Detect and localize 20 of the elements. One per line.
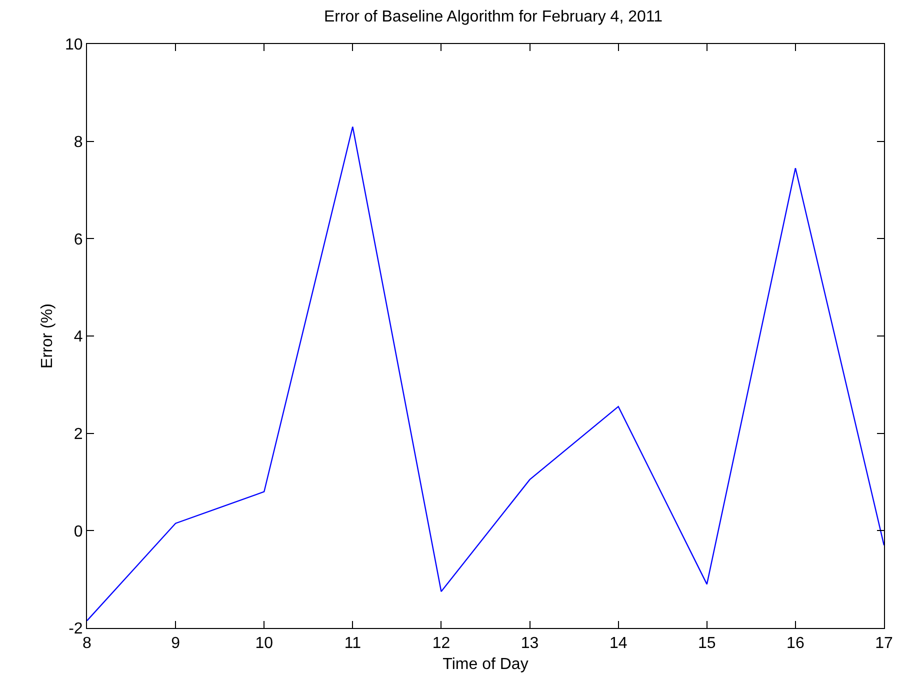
x-tick-label: 11 bbox=[344, 635, 362, 652]
x-tick-label: 16 bbox=[786, 635, 804, 652]
y-tick-label: 0 bbox=[74, 523, 83, 540]
y-tick-label: 10 bbox=[65, 36, 83, 54]
x-axis-title: Time of Day bbox=[442, 656, 528, 673]
x-tick-label: 14 bbox=[609, 635, 628, 652]
x-tick-label: 12 bbox=[432, 635, 450, 652]
y-tick-label: 4 bbox=[74, 328, 83, 346]
y-axis-title: Error (%) bbox=[38, 304, 56, 368]
x-tick-label: 17 bbox=[875, 635, 893, 652]
x-tick-label: 13 bbox=[520, 635, 539, 652]
x-tick-label: 9 bbox=[171, 635, 180, 652]
x-tick-label: 10 bbox=[255, 635, 274, 652]
y-tick-label: 6 bbox=[74, 231, 83, 248]
line-series bbox=[87, 126, 884, 622]
y-tick-label: 2 bbox=[74, 426, 83, 443]
y-tick-label: 8 bbox=[74, 134, 83, 151]
y-tick-label: -2 bbox=[68, 620, 83, 638]
x-tick-label: 15 bbox=[698, 635, 716, 652]
chart-title: Error of Baseline Algorithm for February 4, 2011 bbox=[324, 8, 663, 26]
